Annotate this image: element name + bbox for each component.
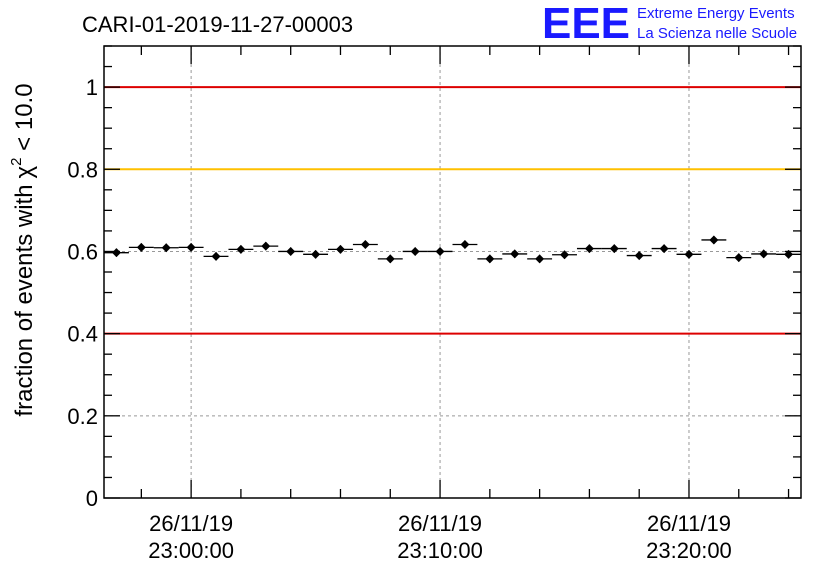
data-points (104, 235, 801, 264)
point-marker (211, 251, 221, 261)
y-tick-label: 0.4 (67, 322, 98, 347)
x-tick-label-date: 26/11/19 (647, 511, 731, 536)
data-point (228, 244, 254, 254)
data-point (178, 242, 204, 252)
data-point (701, 235, 727, 245)
y-tick-label: 0.2 (67, 404, 98, 429)
data-point (552, 250, 577, 260)
point-marker (634, 251, 644, 261)
x-tick-labels: 26/11/1923:00:0026/11/1923:10:0026/11/19… (148, 511, 731, 563)
x-tick-label-time: 23:10:00 (397, 538, 483, 563)
y-axis-label-chi: χ (11, 165, 38, 178)
point-marker (385, 254, 395, 264)
point-marker (460, 239, 470, 249)
point-marker (236, 244, 246, 254)
x-tick-label-time: 23:20:00 (646, 538, 732, 563)
point-marker (111, 248, 121, 258)
plot-area (104, 46, 801, 498)
point-marker (510, 249, 520, 259)
point-marker (360, 239, 370, 249)
point-marker (709, 235, 719, 245)
y-axis-label: fraction of events with χ2 < 10.0 (8, 83, 38, 416)
point-marker (535, 254, 545, 264)
point-marker (659, 244, 669, 254)
x-tick-label-time: 23:00:00 (148, 538, 234, 563)
point-marker (335, 244, 345, 254)
point-marker (261, 241, 271, 251)
x-tick-label-date: 26/11/19 (398, 511, 482, 536)
point-marker (435, 246, 445, 256)
point-marker (186, 242, 196, 252)
y-tick-labels: 0 0.2 0.4 0.6 0.8 1 (67, 75, 98, 511)
data-point (278, 246, 304, 256)
data-point (128, 242, 154, 252)
point-marker (286, 246, 296, 256)
data-point (626, 251, 652, 261)
point-marker (609, 244, 619, 254)
y-tick-label: 0 (86, 486, 98, 511)
data-point (751, 249, 777, 259)
y-axis-label-suffix: < 10.0 (11, 83, 38, 157)
point-marker (485, 254, 495, 264)
data-point (651, 244, 677, 254)
eee-logo-line1: Extreme Energy Events (637, 5, 795, 22)
x-tick-label-date: 26/11/19 (149, 511, 233, 536)
data-point (402, 246, 428, 256)
point-marker (734, 253, 744, 263)
data-point (427, 246, 453, 256)
chart-title: CARI-01-2019-11-27-00003 (82, 12, 353, 37)
point-marker (584, 244, 594, 254)
point-marker (136, 242, 146, 252)
point-marker (684, 249, 694, 259)
data-point (104, 248, 129, 258)
data-point (726, 253, 752, 263)
y-tick-label: 0.6 (67, 239, 98, 264)
data-point (502, 249, 528, 259)
y-axis-label-superscript: 2 (8, 157, 25, 165)
axis-ticks (104, 45, 801, 499)
data-point (352, 239, 378, 249)
data-point (527, 254, 553, 264)
data-point (452, 239, 478, 249)
data-point (377, 254, 403, 264)
point-marker (410, 246, 420, 256)
eee-logo: EEE Extreme Energy Events La Scienza nel… (542, 0, 797, 48)
data-point (253, 241, 279, 251)
data-point (576, 244, 602, 254)
point-marker (560, 250, 570, 260)
y-axis-label-text: fraction of events with (11, 184, 38, 416)
data-point (676, 249, 702, 259)
point-marker (311, 249, 321, 259)
data-point (601, 244, 627, 254)
data-point (203, 251, 229, 261)
point-marker (759, 249, 769, 259)
y-tick-label: 1 (86, 75, 98, 100)
data-point (328, 244, 353, 254)
data-point (303, 249, 329, 259)
reference-lines (104, 86, 801, 335)
eee-logo-mark: EEE (542, 0, 630, 48)
y-tick-label: 0.8 (67, 157, 98, 182)
eee-logo-line2: La Scienza nelle Scuole (637, 25, 797, 42)
data-point (153, 243, 179, 253)
data-point (477, 254, 503, 264)
point-marker (161, 243, 171, 253)
